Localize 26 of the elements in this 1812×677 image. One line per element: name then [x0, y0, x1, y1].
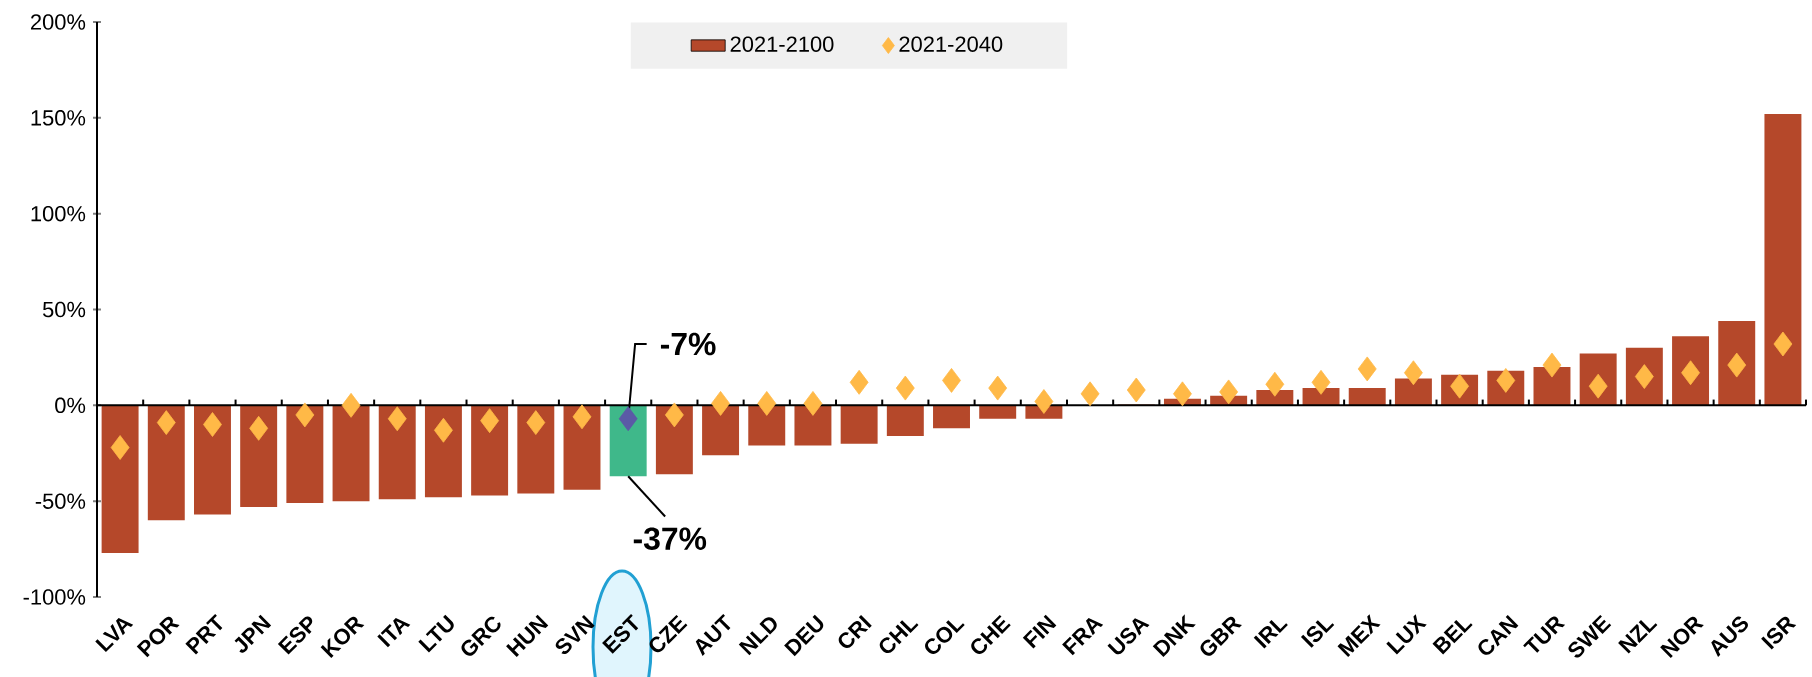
- x-tick-label: FIN: [1022, 614, 1057, 649]
- x-tick-label: BEL: [1432, 619, 1473, 655]
- y-tick-label: -100%: [23, 589, 86, 605]
- x-tick-label: CRI: [838, 614, 872, 648]
- x-tick-label: LVA: [95, 618, 134, 653]
- y-tick-label: 100%: [31, 205, 86, 222]
- x-tick-label: USA: [1107, 618, 1150, 655]
- x-tick-label: TUR: [1523, 616, 1566, 653]
- y-tick-label: -50%: [35, 493, 86, 509]
- y-tick-label: 150%: [31, 110, 86, 126]
- annotation: -7%: [660, 332, 716, 356]
- x-tick-label: ISL: [1300, 620, 1335, 648]
- x-tick-label: IRL: [1253, 619, 1288, 649]
- x-tick-label: CHL: [879, 620, 919, 654]
- x-tick-label: ITA: [377, 618, 411, 648]
- x-tick-label: ISR: [1761, 616, 1797, 650]
- x-tick-label: LTU: [418, 614, 454, 653]
- y-tick-label: 0%: [55, 397, 86, 414]
- y-tick-label: 200%: [31, 14, 86, 30]
- x-tick-label: COL: [925, 620, 965, 654]
- legend-label: 2021-2100: [730, 36, 834, 52]
- y-tick-label: 50%: [42, 301, 86, 318]
- x-tick-label: NZL: [1618, 619, 1658, 654]
- annotation: -37%: [633, 527, 707, 550]
- x-tick-label: FRA: [1062, 618, 1104, 656]
- legend-label: 2021-2040: [899, 36, 1003, 52]
